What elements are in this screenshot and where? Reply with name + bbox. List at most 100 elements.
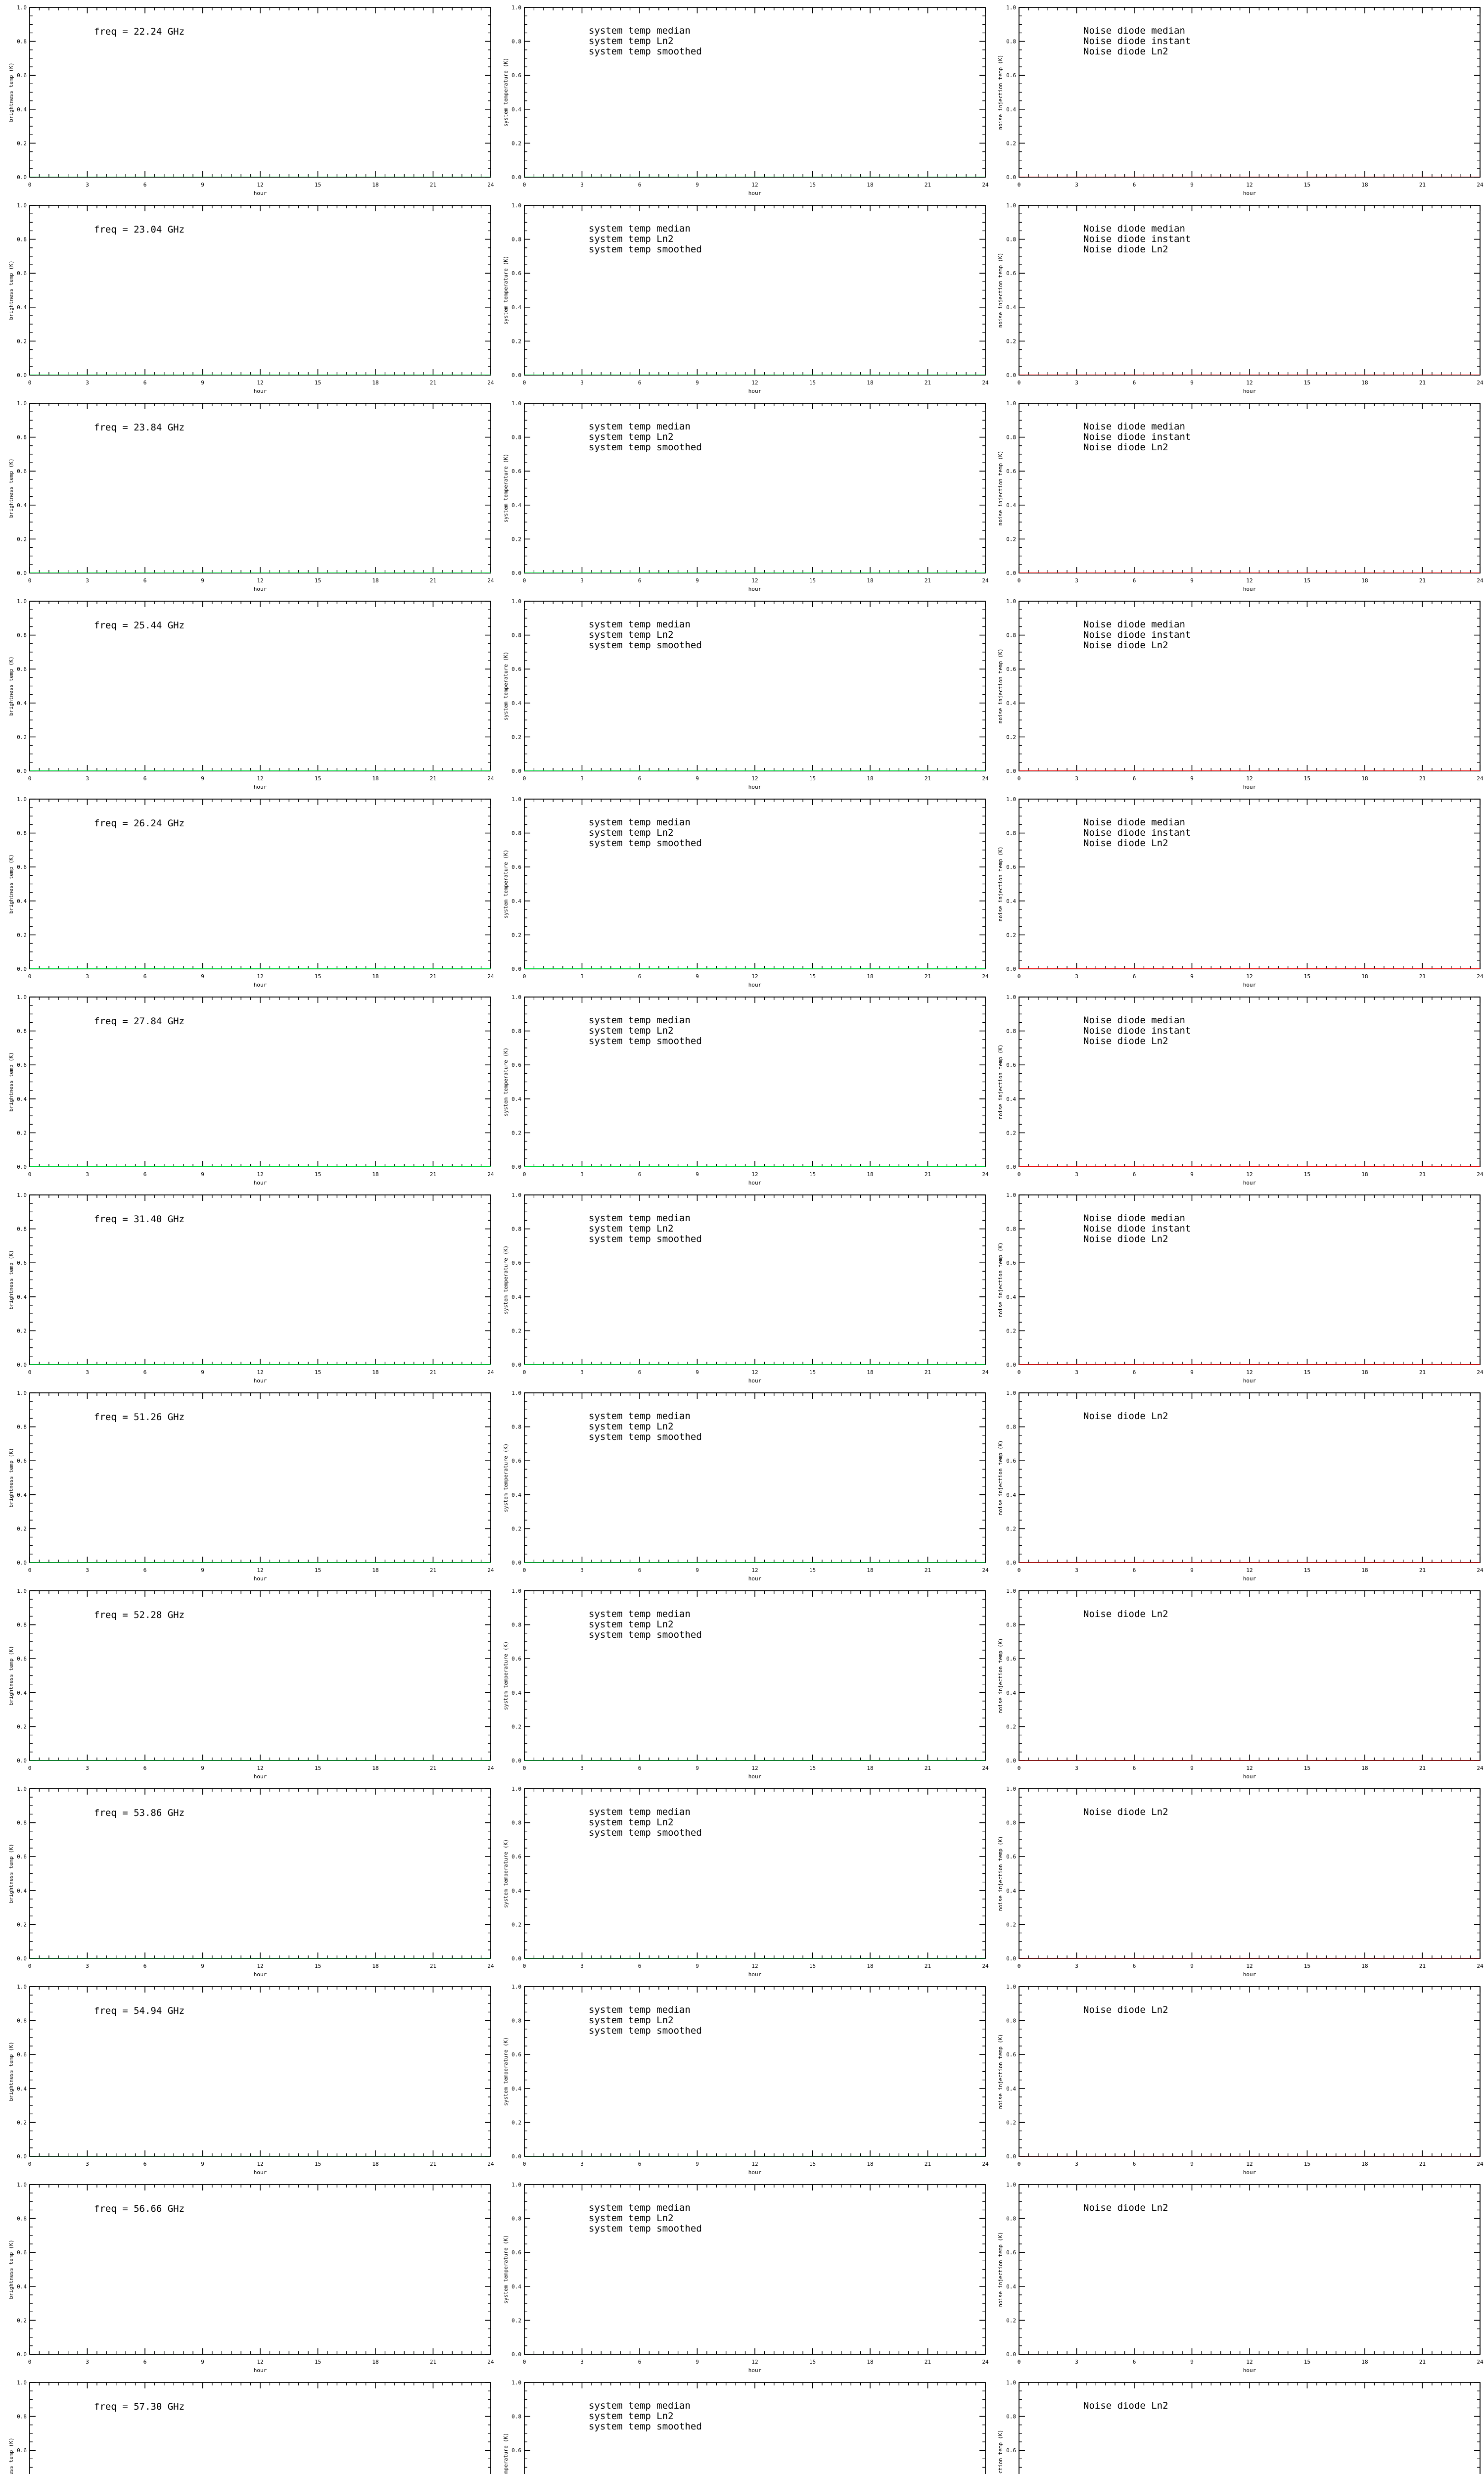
y-tick-label: 0.8 xyxy=(511,2216,521,2222)
x-tick-label: 0 xyxy=(28,2359,32,2365)
legend-entry: system temp smoothed xyxy=(589,1827,702,1838)
x-axis-title: hour xyxy=(1243,2169,1256,2176)
plot-cell-r13c1: 036912151821240.00.20.40.60.81.0hourbrig… xyxy=(0,2375,495,2474)
x-tick-label: 0 xyxy=(28,1567,32,1573)
y-tick-label: 0.8 xyxy=(511,2414,521,2420)
x-tick-label: 21 xyxy=(925,1765,931,1771)
legend-entry: Noise diode Ln2 xyxy=(1083,2202,1168,2213)
y-tick-label: 0.8 xyxy=(1006,2216,1016,2222)
x-tick-label: 15 xyxy=(809,973,816,980)
x-tick-label: 15 xyxy=(809,1963,816,1969)
x-tick-label: 6 xyxy=(1133,1765,1136,1771)
y-tick-label: 0.6 xyxy=(511,2249,521,2256)
legend-entry: system temp median xyxy=(589,1807,691,1817)
plot-r5c3: 0 3 6 9 12 15 18 21 24 0.0 0.2 0.4 0.6 0.8 1.0 hour nois… xyxy=(998,796,1484,988)
plot-r4c2: 0 3 6 9 12 15 18 21 24 0.0 0.2 0.4 0.6 0.8 1.0 hour syst… xyxy=(503,598,989,790)
y-tick-label: 0.2 xyxy=(17,2317,27,2324)
x-tick-label: 12 xyxy=(751,1963,758,1969)
x-tick-label: 0 xyxy=(523,973,526,980)
x-tick-label: 3 xyxy=(86,973,89,980)
y-tick-label: 0.2 xyxy=(1006,2119,1016,2126)
x-tick-label: 18 xyxy=(372,1567,378,1573)
y-tick-label: 0.8 xyxy=(17,1424,27,1430)
y-tick-label: 0.6 xyxy=(17,1062,27,1068)
x-tick-label: 12 xyxy=(257,380,263,386)
x-axis-title: hour xyxy=(748,190,762,196)
y-axis-title: noise injection temp (K) xyxy=(998,2232,1004,2307)
legend-entry: system temp median xyxy=(589,223,691,234)
plot-r1c1: 0 3 6 9 12 15 18 21 24 0.0 0.2 0.4 0.6 0.8 1.0 hour brig… xyxy=(8,4,494,196)
x-tick-label: 9 xyxy=(201,973,204,980)
x-tick-label: 3 xyxy=(86,2359,89,2365)
x-tick-label: 0 xyxy=(523,2161,526,2167)
x-tick-label: 24 xyxy=(487,973,494,980)
x-axis-title: hour xyxy=(748,1378,762,1384)
y-tick-label: 0.2 xyxy=(17,536,27,542)
x-tick-label: 12 xyxy=(257,1171,263,1178)
x-tick-label: 24 xyxy=(982,2161,989,2167)
x-tick-label: 6 xyxy=(143,1963,147,1969)
plot-r12c1: 0 3 6 9 12 15 18 21 24 0.0 0.2 0.4 0.6 0.8 1.0 hour brig… xyxy=(8,2182,494,2374)
y-axis-title: system temperature (K) xyxy=(503,1839,509,1908)
x-tick-label: 12 xyxy=(1246,1567,1252,1573)
x-tick-label: 6 xyxy=(638,1963,642,1969)
x-tick-label: 24 xyxy=(487,577,494,584)
y-tick-label: 0.6 xyxy=(511,270,521,277)
x-tick-label: 0 xyxy=(28,2161,32,2167)
x-tick-label: 21 xyxy=(925,182,931,188)
x-tick-label: 9 xyxy=(1190,2161,1194,2167)
y-tick-label: 0.8 xyxy=(1006,1622,1016,1628)
y-tick-label: 0.2 xyxy=(1006,338,1016,344)
y-tick-label: 0.4 xyxy=(1006,700,1016,707)
y-tick-label: 0.6 xyxy=(1006,1656,1016,1662)
x-tick-label: 6 xyxy=(638,182,642,188)
x-tick-label: 15 xyxy=(1304,1963,1310,1969)
y-tick-label: 1.0 xyxy=(17,1588,27,1594)
x-tick-label: 15 xyxy=(809,1369,816,1376)
x-tick-label: 0 xyxy=(28,1171,32,1178)
x-axis-title: hour xyxy=(748,2367,762,2374)
x-tick-label: 15 xyxy=(315,182,321,188)
x-tick-label: 15 xyxy=(315,1171,321,1178)
y-tick-label: 1.0 xyxy=(511,796,521,803)
y-tick-label: 0.6 xyxy=(17,1260,27,1266)
x-tick-label: 24 xyxy=(1477,380,1484,386)
y-tick-label: 0.2 xyxy=(17,1921,27,1928)
x-tick-label: 15 xyxy=(1304,1765,1310,1771)
x-tick-label: 15 xyxy=(809,1171,816,1178)
y-tick-label: 0.8 xyxy=(511,1028,521,1035)
y-tick-label: 1.0 xyxy=(17,1390,27,1396)
y-tick-label: 0.6 xyxy=(511,468,521,475)
y-tick-label: 0.4 xyxy=(511,502,521,509)
plot-cell-r1c1: 0 3 6 9 12 15 18 21 24 0.0 0.2 0.4 0.6 0.8 1.0 hour brig… xyxy=(0,0,495,198)
x-tick-label: 12 xyxy=(1246,380,1252,386)
x-tick-label: 15 xyxy=(809,775,816,782)
y-tick-label: 1.0 xyxy=(1006,1390,1016,1396)
legend-entry: system temp smoothed xyxy=(589,2223,702,2234)
x-tick-label: 6 xyxy=(143,2161,147,2167)
x-tick-label: 18 xyxy=(372,2359,378,2365)
y-tick-label: 0.4 xyxy=(511,1888,521,1894)
x-tick-label: 21 xyxy=(430,380,436,386)
x-tick-label: 9 xyxy=(1190,2359,1194,2365)
x-tick-label: 18 xyxy=(372,380,378,386)
y-axis-title: noise injection temp (K) xyxy=(998,451,1004,526)
x-tick-label: 18 xyxy=(372,2161,378,2167)
y-tick-label: 0.4 xyxy=(17,1492,27,1498)
x-tick-label: 3 xyxy=(1075,2161,1078,2167)
plot-r1c2: 0 3 6 9 12 15 18 21 24 0.0 0.2 0.4 0.6 0.8 1.0 hour syst… xyxy=(503,4,989,196)
freq-annotation: freq = 54.94 GHz xyxy=(94,2005,185,2016)
plot-r7c3: 0 3 6 9 12 15 18 21 24 0.0 0.2 0.4 0.6 0.8 1.0 hour nois… xyxy=(998,1192,1484,1384)
y-tick-label: 0.0 xyxy=(1006,2351,1016,2358)
x-tick-label: 24 xyxy=(982,1963,989,1969)
x-tick-label: 9 xyxy=(696,973,699,980)
x-tick-label: 12 xyxy=(1246,1765,1252,1771)
legend-entry: system temp Ln2 xyxy=(589,2213,674,2224)
x-tick-label: 3 xyxy=(580,182,584,188)
y-tick-label: 0.6 xyxy=(511,1458,521,1464)
y-tick-label: 0.0 xyxy=(17,1560,27,1566)
x-tick-label: 12 xyxy=(1246,2161,1252,2167)
x-tick-label: 0 xyxy=(523,1567,526,1573)
x-tick-label: 12 xyxy=(751,1765,758,1771)
x-axis-title: hour xyxy=(748,1180,762,1186)
